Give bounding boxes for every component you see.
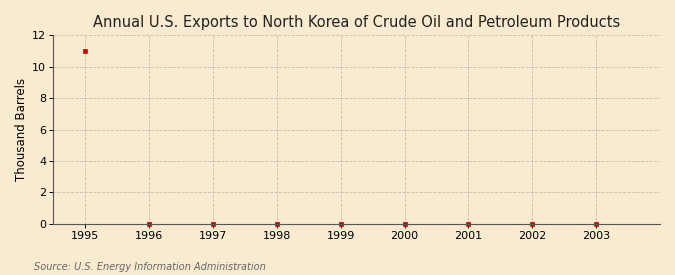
Text: Source: U.S. Energy Information Administration: Source: U.S. Energy Information Administ… xyxy=(34,262,265,272)
Y-axis label: Thousand Barrels: Thousand Barrels xyxy=(15,78,28,181)
Title: Annual U.S. Exports to North Korea of Crude Oil and Petroleum Products: Annual U.S. Exports to North Korea of Cr… xyxy=(93,15,620,30)
